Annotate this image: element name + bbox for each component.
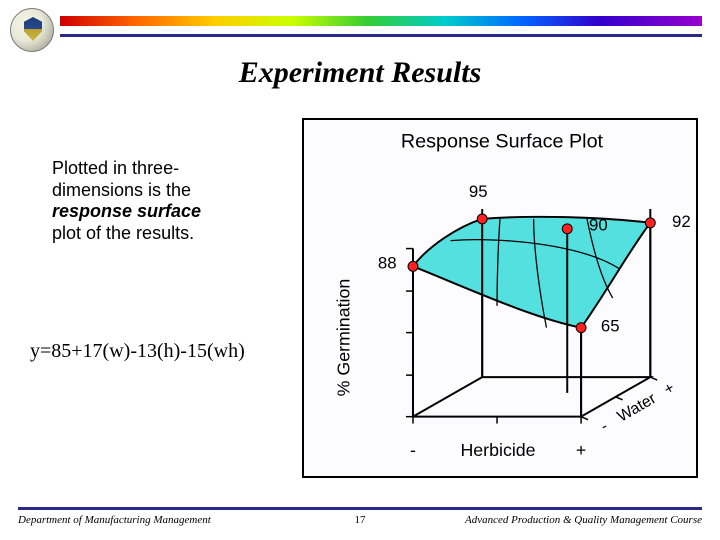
slide-title: Experiment Results bbox=[0, 56, 720, 90]
response-surface-figure: Response Surface Plot % Germination bbox=[302, 118, 698, 478]
label-back-right: 92 bbox=[672, 212, 691, 231]
x-axis-label-group: - Herbicide + bbox=[410, 440, 586, 460]
bottom-horizontal-rule bbox=[18, 507, 702, 510]
footer: Department of Manufacturing Management 1… bbox=[18, 514, 702, 532]
marker-mid bbox=[562, 224, 572, 234]
label-front-left: 88 bbox=[378, 253, 397, 272]
desc-line-4: plot of the results. bbox=[52, 223, 194, 243]
x-plus: + bbox=[576, 440, 586, 460]
water-minus: - bbox=[598, 418, 611, 435]
marker-front-right bbox=[576, 323, 586, 333]
marker-front-left bbox=[408, 261, 418, 271]
x-label: Herbicide bbox=[460, 440, 535, 460]
footer-right: Advanced Production & Quality Management… bbox=[465, 514, 702, 526]
institution-logo bbox=[10, 8, 54, 52]
header-region bbox=[0, 0, 720, 60]
desc-line-3-emph: response surface bbox=[52, 201, 201, 221]
response-surface-fill bbox=[413, 217, 650, 328]
footer-left: Department of Manufacturing Management bbox=[18, 514, 211, 526]
x-minus: - bbox=[410, 440, 416, 460]
x-ticks bbox=[413, 417, 581, 424]
desc-line-1: Plotted in three- bbox=[52, 158, 179, 178]
footer-page: 17 bbox=[355, 514, 366, 526]
water-label: Water bbox=[615, 390, 660, 426]
marker-back-left bbox=[477, 214, 487, 224]
regression-equation: y=85+17(w)-13(h)-15(wh) bbox=[30, 340, 245, 363]
description-text: Plotted in three- dimensions is the resp… bbox=[52, 158, 282, 244]
desc-line-2: dimensions is the bbox=[52, 180, 191, 200]
y-axis-label: % Germination bbox=[334, 279, 354, 397]
top-horizontal-rule bbox=[60, 34, 702, 37]
depth-axis-label-group: - Water + bbox=[598, 379, 678, 435]
rainbow-divider bbox=[60, 16, 702, 26]
water-plus: + bbox=[661, 379, 677, 398]
figure-title: Response Surface Plot bbox=[401, 131, 604, 153]
label-mid: 90 bbox=[589, 216, 608, 235]
z-ticks bbox=[406, 249, 413, 417]
marker-back-right bbox=[645, 218, 655, 228]
label-back-left: 95 bbox=[469, 182, 488, 201]
response-surface-svg: Response Surface Plot % Germination bbox=[304, 120, 696, 476]
label-front-right: 65 bbox=[601, 317, 620, 336]
